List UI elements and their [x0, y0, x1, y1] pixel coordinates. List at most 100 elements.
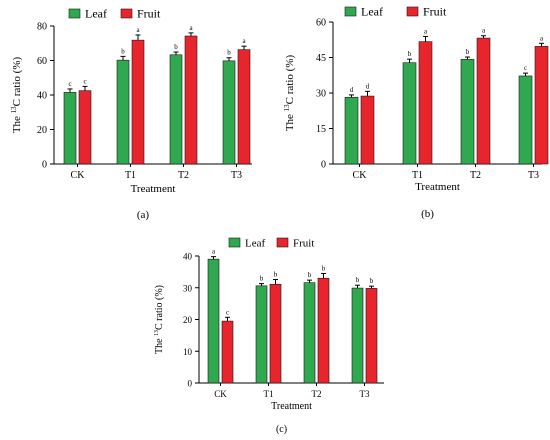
y-axis-title: The 13C ratio (%): [154, 285, 165, 354]
x-axis-title: Treatment: [415, 181, 460, 193]
significance-letter: c: [83, 77, 86, 85]
significance-letter: b: [356, 276, 360, 284]
bar-fruit-ck: [360, 95, 375, 165]
legend-label-leaf: Leaf: [245, 238, 265, 250]
y-tick-label: 80: [37, 22, 47, 33]
x-tick-label: T2: [312, 389, 322, 399]
y-axis-title-superscript: 13: [10, 106, 18, 114]
significance-letter: a: [424, 27, 428, 35]
x-tick-label: CK: [214, 389, 227, 399]
y-tick-label: 40: [37, 91, 47, 102]
panel-label: (c): [276, 424, 287, 435]
chart-panel-1: 0 20 40 60 80 CK T1 T2 T3 c b b b c a a a Leaf Fruit Treatm…: [10, 7, 252, 221]
x-tick-label: T3: [360, 389, 370, 399]
y-tick-label: 0: [42, 160, 47, 171]
bar-fruit-t2: [476, 37, 491, 165]
x-axis-title: Treatment: [271, 401, 312, 412]
y-tick-label: 20: [37, 125, 47, 136]
legend-label-leaf: Leaf: [361, 5, 383, 19]
bar-fruit-t1: [418, 41, 433, 165]
x-tick-label: T3: [231, 170, 242, 181]
significance-letter: b: [466, 48, 470, 56]
bar-leaf-ck: [207, 258, 220, 384]
x-tick-label: T2: [178, 170, 189, 181]
significance-letter: b: [121, 47, 125, 55]
bar-fruit-t2: [184, 35, 198, 165]
legend-swatch-fruit: [406, 6, 419, 17]
x-tick-label: T2: [470, 170, 481, 181]
significance-letter: b: [370, 277, 374, 285]
significance-letter: c: [524, 64, 527, 72]
legend-label-fruit: Fruit: [423, 5, 447, 19]
significance-letter: a: [136, 26, 140, 34]
legend-label-fruit: Fruit: [293, 238, 314, 250]
bar-fruit-t3: [365, 288, 378, 384]
bar-fruit-t1: [131, 39, 145, 165]
legend-swatch-leaf: [68, 8, 81, 19]
legend-swatch-fruit: [276, 237, 289, 248]
significance-letter: a: [482, 27, 486, 35]
significance-letter: d: [366, 82, 370, 90]
y-axis-title-suffix: C ratio (%): [154, 285, 165, 330]
bar-leaf-t2: [303, 282, 316, 384]
y-tick-label: 30: [316, 89, 326, 100]
bar-leaf-t3: [351, 287, 364, 384]
x-tick-label: T1: [412, 170, 423, 181]
y-tick-label: 45: [316, 53, 326, 64]
x-tick-label: T1: [264, 389, 274, 399]
legend-swatch-leaf: [344, 6, 357, 17]
significance-letter: b: [260, 275, 264, 283]
bar-leaf-ck: [344, 96, 359, 165]
y-axis-title: The 13C ratio (%): [10, 56, 23, 133]
bar-leaf-t3: [222, 60, 236, 165]
chart-panel-2: 0 15 30 45 60 CK T1 T2 T3 d b b c d a a a Leaf Fruit Treatm…: [283, 5, 549, 220]
y-tick-label: 15: [316, 124, 326, 135]
x-tick-label: CK: [71, 170, 86, 181]
significance-letter: c: [68, 80, 71, 88]
significance-letter: b: [174, 43, 178, 51]
y-tick-label: 60: [316, 18, 326, 29]
legend-swatch-leaf: [228, 237, 241, 248]
bar-fruit-ck: [221, 320, 234, 384]
bar-fruit-t3: [534, 46, 549, 165]
significance-letter: a: [540, 34, 544, 42]
bar-fruit-ck: [78, 90, 92, 165]
y-tick-label: 10: [183, 347, 193, 357]
bar-leaf-t2: [460, 59, 475, 165]
panel-label: (a): [137, 209, 150, 221]
x-tick-label: T1: [125, 170, 136, 181]
bar-leaf-ck: [63, 92, 77, 165]
significance-letter: b: [408, 50, 412, 58]
significance-letter: b: [274, 270, 278, 278]
y-tick-label: 60: [37, 56, 47, 67]
y-axis-title: The 13C ratio (%): [283, 54, 296, 131]
x-axis-title: Treatment: [131, 183, 176, 195]
y-axis-title-prefix: The: [11, 113, 23, 133]
bar-fruit-t1: [269, 283, 282, 384]
bar-leaf-t1: [116, 59, 130, 165]
bar-leaf-t3: [518, 75, 533, 165]
y-axis-title-prefix: The: [154, 336, 165, 354]
bar-leaf-t1: [255, 285, 268, 384]
panel-label: (b): [421, 208, 434, 220]
significance-letter: d: [350, 86, 354, 94]
x-tick-label: CK: [353, 170, 368, 181]
y-tick-label: 40: [183, 252, 193, 262]
y-axis-title-prefix: The: [284, 111, 296, 131]
x-tick-label: T3: [528, 170, 539, 181]
significance-letter: a: [242, 37, 246, 45]
y-axis-title-suffix: C ratio (%): [11, 56, 23, 106]
significance-letter: c: [226, 308, 229, 316]
significance-letter: a: [212, 248, 216, 256]
y-tick-label: 20: [183, 315, 193, 325]
bar-leaf-t2: [169, 54, 183, 165]
significance-letter: a: [189, 24, 193, 32]
bar-leaf-t1: [402, 62, 417, 165]
y-axis-title-superscript: 13: [154, 330, 160, 336]
chart-panel-3: 0 10 20 30 40 CK T1 T2 T3 a b b b c b b b Leaf Fruit Treatm…: [154, 237, 384, 435]
y-tick-label: 30: [183, 283, 193, 293]
y-axis-title-superscript: 13: [283, 104, 291, 112]
y-axis-title-suffix: C ratio (%): [284, 54, 296, 104]
y-tick-label: 0: [188, 379, 193, 389]
